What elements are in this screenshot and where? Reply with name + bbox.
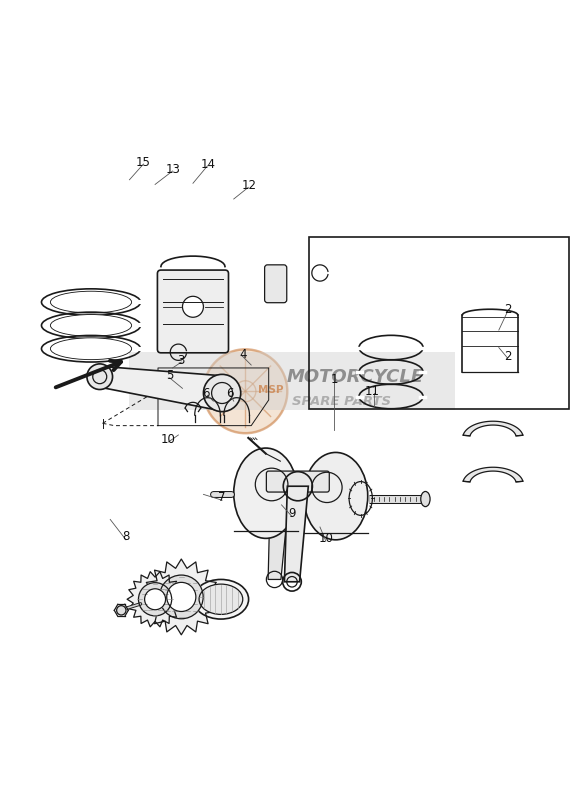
Text: 10: 10	[318, 532, 333, 545]
Text: 1: 1	[330, 373, 338, 386]
Circle shape	[203, 374, 241, 412]
Text: SPARE PARTS: SPARE PARTS	[292, 395, 391, 408]
Circle shape	[138, 582, 172, 616]
Polygon shape	[100, 366, 225, 410]
Circle shape	[145, 589, 166, 610]
Text: MSP: MSP	[258, 385, 284, 394]
Ellipse shape	[234, 448, 298, 538]
Text: 15: 15	[136, 156, 151, 169]
Ellipse shape	[50, 338, 131, 360]
Ellipse shape	[304, 453, 368, 540]
Circle shape	[117, 606, 126, 615]
Text: 14: 14	[201, 158, 215, 170]
Polygon shape	[463, 467, 523, 482]
Circle shape	[159, 575, 203, 618]
Text: 5: 5	[166, 369, 173, 382]
Polygon shape	[144, 559, 219, 634]
Text: 13: 13	[166, 162, 180, 176]
Circle shape	[167, 582, 196, 611]
Text: 12: 12	[241, 179, 256, 192]
Bar	[310, 237, 569, 409]
Text: 4: 4	[239, 348, 247, 361]
Text: 2: 2	[504, 303, 512, 316]
Ellipse shape	[50, 314, 131, 336]
Circle shape	[182, 296, 203, 318]
FancyBboxPatch shape	[266, 471, 329, 492]
Text: 10: 10	[161, 433, 176, 446]
FancyBboxPatch shape	[129, 352, 455, 410]
Text: 7: 7	[218, 491, 226, 504]
FancyBboxPatch shape	[265, 265, 287, 302]
Ellipse shape	[420, 491, 430, 506]
Text: 8: 8	[122, 530, 130, 543]
Text: 11: 11	[365, 385, 380, 398]
Polygon shape	[284, 486, 308, 582]
Circle shape	[87, 364, 113, 390]
Polygon shape	[127, 572, 183, 626]
FancyBboxPatch shape	[158, 270, 228, 353]
Text: 6: 6	[226, 386, 234, 399]
Ellipse shape	[193, 579, 249, 619]
Text: MOTORCYCLE: MOTORCYCLE	[286, 368, 423, 386]
Polygon shape	[463, 422, 523, 436]
Text: 9: 9	[288, 507, 296, 520]
Circle shape	[203, 350, 287, 434]
Text: 6: 6	[203, 386, 210, 399]
Text: 3: 3	[178, 354, 185, 367]
Polygon shape	[268, 485, 290, 579]
Ellipse shape	[199, 584, 243, 614]
Ellipse shape	[50, 291, 131, 313]
Text: 2: 2	[504, 350, 512, 363]
